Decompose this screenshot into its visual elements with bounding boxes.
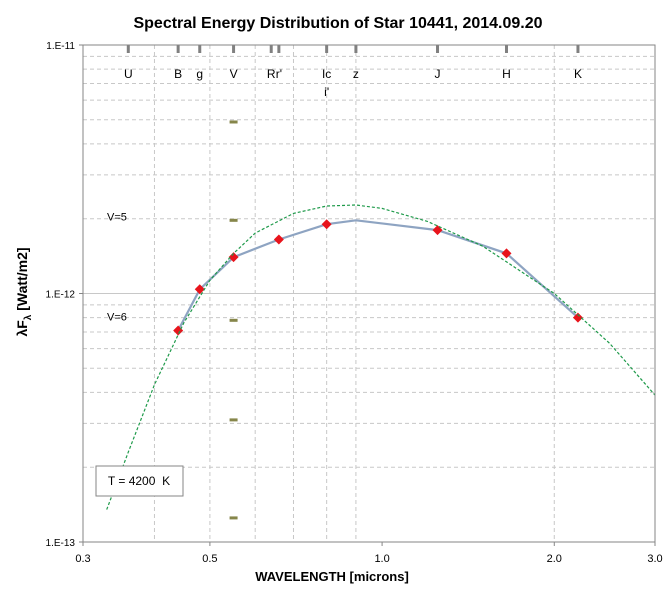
- v-magnitude-mark: [229, 120, 238, 124]
- band-tick: [198, 45, 202, 53]
- x-tick-label: 2.0: [547, 553, 562, 565]
- band-label: B: [174, 67, 182, 81]
- y-axis-label-sub: λ: [23, 314, 34, 320]
- band-label: H: [502, 67, 511, 81]
- temperature-annotation: T = 4200 K: [108, 474, 170, 488]
- x-tick-label: 0.3: [75, 553, 90, 565]
- series-layer: [106, 204, 656, 510]
- band-label: K: [574, 67, 582, 81]
- band-label: g: [196, 67, 203, 81]
- x-tick-label: 1.0: [374, 553, 389, 565]
- band-label: V: [230, 67, 238, 81]
- temperature-annotation-box: T = 4200 K: [95, 465, 184, 497]
- band-label: R: [267, 67, 276, 81]
- band-label: Ic: [322, 67, 331, 81]
- band-tick: [325, 45, 329, 53]
- photometry-line: [177, 219, 579, 332]
- y-tick-label: 1.E-12: [46, 290, 76, 301]
- v-magnitude-mark: [229, 516, 238, 520]
- band-tick: [277, 45, 281, 53]
- band-label: i': [324, 85, 329, 99]
- blackbody-curve: [106, 204, 656, 510]
- band-tick: [126, 45, 130, 53]
- data-point: [432, 225, 443, 236]
- v-magnitude-label: V=5: [107, 211, 127, 223]
- y-tick-label: 1.E-11: [46, 41, 75, 52]
- y-axis-label-rest: [Watt/m2]: [14, 247, 30, 314]
- v-magnitude-mark: [229, 218, 238, 222]
- y-axis-label: λFλ [Watt/m2]: [14, 247, 34, 336]
- band-tick: [504, 45, 508, 53]
- data-point: [321, 219, 332, 230]
- y-axis-label-main: λF: [14, 320, 30, 337]
- data-point: [228, 252, 239, 263]
- chart-title: Spectral Energy Distribution of Star 104…: [133, 15, 542, 32]
- band-label: J: [435, 67, 441, 81]
- v-magnitude-label: V=6: [107, 311, 127, 323]
- x-tick-label: 3.0: [647, 553, 662, 565]
- band-tick: [269, 45, 273, 53]
- y-tick-label: 1.E-13: [46, 538, 76, 549]
- data-point: [273, 234, 284, 245]
- x-tick-labels: 0.3 0.5 1.0 2.0 3.0: [75, 542, 663, 565]
- data-point: [194, 284, 205, 295]
- v-magnitude-mark: [229, 418, 238, 422]
- grid-layer: [83, 45, 655, 542]
- band-label: r': [276, 67, 282, 81]
- band-tick: [176, 45, 180, 53]
- x-axis-label: WAVELENGTH [microns]: [255, 569, 409, 584]
- band-tick: [354, 45, 358, 53]
- data-point: [173, 325, 184, 336]
- band-label: z: [353, 67, 359, 81]
- data-point: [572, 312, 583, 323]
- v-magnitude-scale: V=5 V=6: [107, 120, 238, 520]
- band-tick: [436, 45, 440, 53]
- band-tick: [232, 45, 236, 53]
- y-tick-labels: 1.E-13 1.E-12 1.E-11: [46, 41, 83, 549]
- band-tick: [576, 45, 580, 53]
- band-label: U: [124, 67, 133, 81]
- v-magnitude-mark: [229, 318, 238, 322]
- data-point: [501, 248, 512, 259]
- x-tick-label: 0.5: [202, 553, 217, 565]
